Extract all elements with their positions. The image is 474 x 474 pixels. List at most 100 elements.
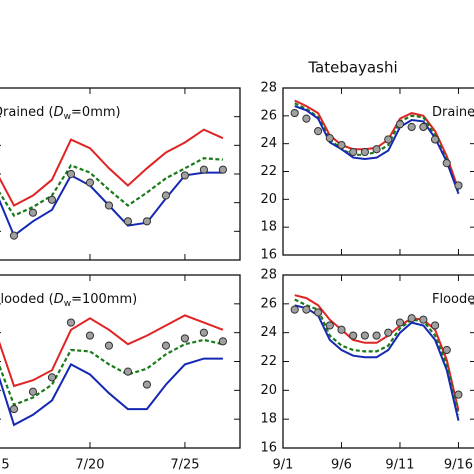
x-tick-label: 9/6: [331, 458, 352, 473]
y-tick-label: 20: [260, 383, 277, 398]
panel: 7/15 7/20 7/25 Flooded (Dw=100mm): [0, 274, 241, 473]
y-tick-label: 22: [260, 164, 277, 179]
x-tick-label: 7/15: [0, 458, 10, 473]
y-tick-label: 28: [260, 81, 277, 96]
label-var: D: [54, 105, 64, 120]
panel-label: Flooded (Dw=100mm): [432, 292, 474, 309]
observed-point: [407, 314, 416, 323]
observed-point: [66, 318, 76, 327]
label-sub: w: [64, 112, 71, 122]
observed-point: [199, 165, 209, 174]
series-line: [0, 338, 224, 407]
observed-point: [325, 321, 334, 330]
y-tick-label: 26: [260, 296, 277, 311]
observed-point: [28, 208, 38, 217]
observed-point: [454, 181, 463, 190]
observed-point: [180, 334, 190, 343]
observed-point: [9, 231, 19, 240]
label-text: Flooded (: [0, 292, 54, 307]
observed-point: [384, 135, 393, 144]
observed-point: [218, 165, 228, 174]
observed-point: [290, 108, 299, 118]
observed-point: [123, 367, 133, 376]
observed-point: [337, 140, 346, 150]
observed-point: [430, 135, 440, 144]
observed-point: [372, 145, 381, 154]
y-tick-label: 24: [260, 325, 277, 340]
plot-area: [0, 128, 228, 240]
observed-point: [218, 337, 228, 346]
observed-point: [47, 195, 57, 204]
y-tick-label: 18: [260, 220, 277, 235]
panel-label: Drained (Dw=0mm): [0, 105, 121, 122]
observed-point: [442, 345, 451, 355]
x-tick-label: 9/16: [444, 458, 473, 473]
plot-area: [0, 314, 228, 427]
plot-area: [290, 294, 463, 421]
observed-point: [123, 217, 133, 226]
observed-point: [66, 169, 76, 179]
observed-point: [372, 331, 381, 340]
series-line: [0, 357, 223, 427]
observed-point: [302, 305, 311, 314]
y-tick-label: 16: [260, 248, 277, 263]
series-line: [0, 128, 224, 207]
observed-point: [384, 328, 393, 337]
x-tick-label: 7/25: [170, 458, 199, 473]
label-var: D: [54, 292, 64, 307]
y-tick-label: 24: [260, 136, 277, 151]
observed-point: [180, 171, 190, 180]
observed-point: [349, 331, 358, 340]
observed-point: [349, 147, 358, 157]
panel-title: Tatebayashi: [307, 59, 397, 77]
observed-point: [313, 308, 323, 317]
observed-point: [454, 390, 463, 399]
observed-point: [395, 120, 405, 129]
label-text: Flooded (: [432, 292, 474, 307]
observed-point: [360, 331, 369, 340]
observed-point: [9, 404, 19, 414]
observed-point: [419, 122, 428, 132]
observed-point: [442, 159, 451, 168]
observed-point: [85, 331, 95, 340]
panel: Drained (Dw=0mm): [0, 87, 241, 261]
label-text: =100mm): [71, 292, 137, 307]
observed-point: [104, 341, 114, 350]
observed-point: [290, 305, 299, 314]
observed-point: [142, 217, 152, 226]
x-tick-label: 9/1: [273, 458, 294, 473]
observed-point: [199, 328, 209, 337]
y-tick-label: 26: [260, 108, 277, 123]
observed-point: [325, 134, 334, 143]
panel-label: Flooded (Dw=100mm): [0, 292, 137, 309]
y-tick-label: 16: [260, 441, 277, 456]
panel: 16 18 20 22 24 26 28 9/1 9/6 9/11 9/16 Flooded (Dw=…: [260, 268, 474, 473]
observed-point: [47, 373, 57, 382]
panel-label: Drained (Dw=0mm): [432, 105, 474, 122]
observed-point: [430, 321, 440, 330]
series-line: [294, 298, 460, 416]
label-sub: w: [64, 299, 71, 309]
y-tick-label: 22: [260, 354, 277, 369]
observed-point: [161, 341, 171, 350]
observed-point: [419, 315, 428, 324]
y-tick-label: 20: [260, 192, 277, 207]
series-line: [294, 105, 460, 195]
x-tick-label: 9/11: [385, 458, 414, 473]
observed-point: [313, 127, 323, 136]
plot-area: [290, 99, 463, 195]
observed-point: [28, 387, 38, 396]
observed-point: [85, 178, 95, 187]
observed-point: [104, 201, 114, 210]
series-line: [0, 314, 224, 388]
observed-point: [360, 147, 369, 157]
label-text: =0mm): [71, 105, 121, 120]
observed-point: [337, 325, 346, 334]
observed-point: [407, 122, 416, 132]
observed-point: [302, 114, 311, 123]
label-text: Drained (: [432, 105, 474, 120]
y-tick-label: 28: [260, 268, 277, 283]
observed-point: [161, 191, 171, 200]
observed-point: [142, 380, 152, 389]
